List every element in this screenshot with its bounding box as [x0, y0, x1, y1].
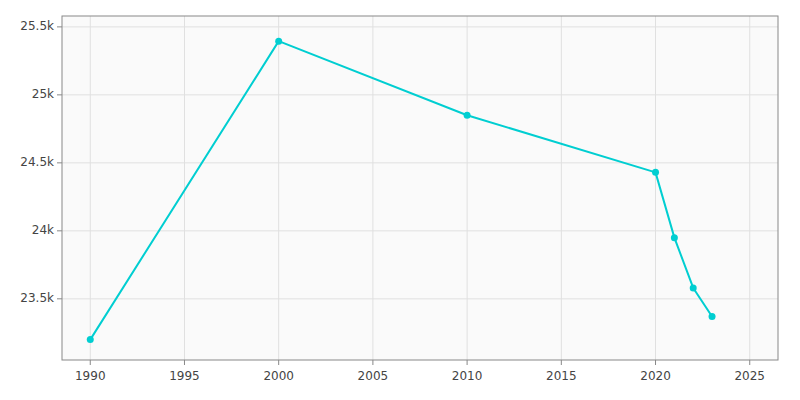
tick-y [57, 230, 62, 231]
tick-x [749, 360, 750, 365]
grid-line-x [561, 16, 562, 360]
tick-x [184, 360, 185, 365]
chart-svg: 23.5k 24k 24.5k 25k 25.5k 1990 1995 2000 2005 201… [0, 0, 800, 400]
marker [275, 38, 282, 45]
tick-y [57, 298, 62, 299]
grid-line-x [749, 16, 750, 360]
grid-line-x [278, 16, 279, 360]
grid [62, 16, 778, 360]
tick-x [372, 360, 373, 365]
tick-label-x: 2005 [358, 369, 389, 383]
tick-label-x: 1990 [75, 369, 106, 383]
line [90, 41, 712, 339]
tick-x [561, 360, 562, 365]
grid-line-x [90, 16, 91, 360]
chart-container: 23.5k 24k 24.5k 25k 25.5k 1990 1995 2000 2005 201… [0, 0, 800, 400]
plot-background [62, 16, 778, 360]
marker [690, 284, 697, 291]
tick-label-y: 24.5k [20, 155, 54, 169]
tick-y [57, 26, 62, 27]
grid-line-x [655, 16, 656, 360]
grid-line-y [62, 298, 778, 299]
tick-label-x: 2000 [263, 369, 294, 383]
grid-line-y [62, 162, 778, 163]
plot-frame [62, 16, 778, 360]
tick-x [90, 360, 91, 365]
tick-label-y: 25.5k [20, 19, 54, 33]
tick-y [57, 162, 62, 163]
axes: 23.5k 24k 24.5k 25k 25.5k 1990 1995 2000 2005 201… [20, 16, 778, 383]
tick-label-y: 23.5k [20, 291, 54, 305]
tick-label-x: 2015 [546, 369, 577, 383]
marker [464, 112, 471, 119]
tick-x [655, 360, 656, 365]
tick-y [57, 94, 62, 95]
tick-label-x: 2010 [452, 369, 483, 383]
tick-x [467, 360, 468, 365]
tick-label-x: 1995 [169, 369, 200, 383]
grid-line-x [467, 16, 468, 360]
tick-x [278, 360, 279, 365]
marker [709, 313, 716, 320]
tick-label-x: 2025 [734, 369, 765, 383]
marker [671, 234, 678, 241]
marker [652, 169, 659, 176]
series [87, 38, 716, 343]
grid-line-y [62, 26, 778, 27]
grid-line-x [372, 16, 373, 360]
tick-label-x: 2020 [640, 369, 671, 383]
grid-line-y [62, 230, 778, 231]
tick-label-y: 25k [32, 87, 54, 101]
tick-label-y: 24k [32, 223, 54, 237]
marker [87, 336, 94, 343]
grid-line-y [62, 94, 778, 95]
